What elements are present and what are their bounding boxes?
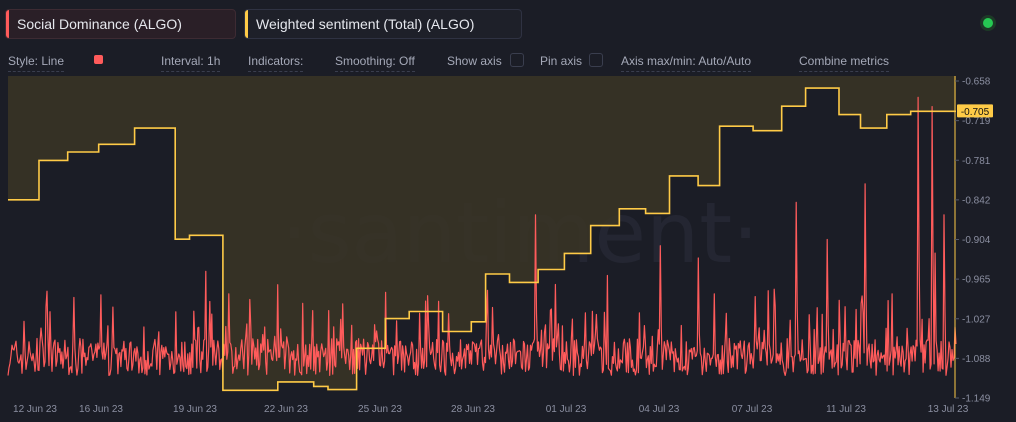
- y-tick-label: -1.088: [962, 354, 991, 365]
- x-tick-label: 12 Jun 23: [13, 404, 57, 415]
- y-tick-label: -0.781: [962, 156, 991, 167]
- show-axis-label: Show axis: [447, 54, 502, 68]
- pin-axis-checkbox[interactable]: [589, 53, 603, 67]
- y-tick-label: -0.904: [962, 235, 991, 246]
- metric-color-bar: [245, 10, 248, 38]
- series-line-weighted-sentiment[interactable]: [8, 87, 956, 392]
- live-status-dot: [983, 18, 993, 28]
- x-tick-label: 11 Jul 23: [826, 404, 866, 415]
- metric-chip-social-dominance[interactable]: Social Dominance (ALGO): [5, 9, 236, 39]
- style-selector[interactable]: Style: Line: [8, 54, 65, 72]
- show-axis-checkbox[interactable]: [510, 53, 524, 67]
- combine-metrics-button[interactable]: Combine metrics: [799, 54, 890, 72]
- metric-chip-weighted-sentiment[interactable]: Weighted sentiment (Total) (ALGO): [244, 9, 522, 39]
- x-tick-label: 16 Jun 23: [79, 404, 123, 415]
- x-tick-label: 07 Jul 23: [732, 404, 773, 415]
- indicators-selector[interactable]: Indicators:: [248, 54, 304, 72]
- x-tick-label: 01 Jul 23: [546, 404, 587, 415]
- metric-label: Social Dominance (ALGO): [17, 16, 182, 32]
- smoothing-selector[interactable]: Smoothing: Off: [335, 54, 415, 72]
- color-swatch[interactable]: [94, 55, 103, 64]
- series-line-social-dominance[interactable]: [7, 96, 957, 376]
- metric-color-bar: [6, 10, 9, 38]
- x-tick-label: 13 Jul 23: [928, 404, 969, 415]
- x-tick-label: 28 Jun 23: [451, 404, 495, 415]
- x-tick-label: 25 Jun 23: [358, 404, 402, 415]
- interval-selector[interactable]: Interval: 1h: [161, 54, 221, 72]
- chart-toolbar: Style: Line Interval: 1h Indicators: Smo…: [0, 52, 1016, 72]
- current-value-label: -0.705: [961, 107, 990, 118]
- y-tick-label: -1.027: [962, 314, 991, 325]
- axis-minmax-selector[interactable]: Axis max/min: Auto/Auto: [621, 54, 752, 72]
- pin-axis-label: Pin axis: [540, 54, 583, 68]
- y-tick-label: -1.149: [962, 394, 991, 405]
- y-tick-label: -0.965: [962, 275, 991, 286]
- current-value-tag: [957, 104, 993, 118]
- x-tick-label: 22 Jun 23: [264, 404, 308, 415]
- x-tick-label: 04 Jul 23: [639, 404, 680, 415]
- y-tick-label: -0.658: [962, 77, 991, 88]
- x-tick-label: 19 Jun 23: [173, 404, 217, 415]
- y-tick-label: -0.842: [962, 195, 991, 206]
- y-tick-label: -0.719: [962, 116, 991, 127]
- metric-label: Weighted sentiment (Total) (ALGO): [256, 16, 475, 32]
